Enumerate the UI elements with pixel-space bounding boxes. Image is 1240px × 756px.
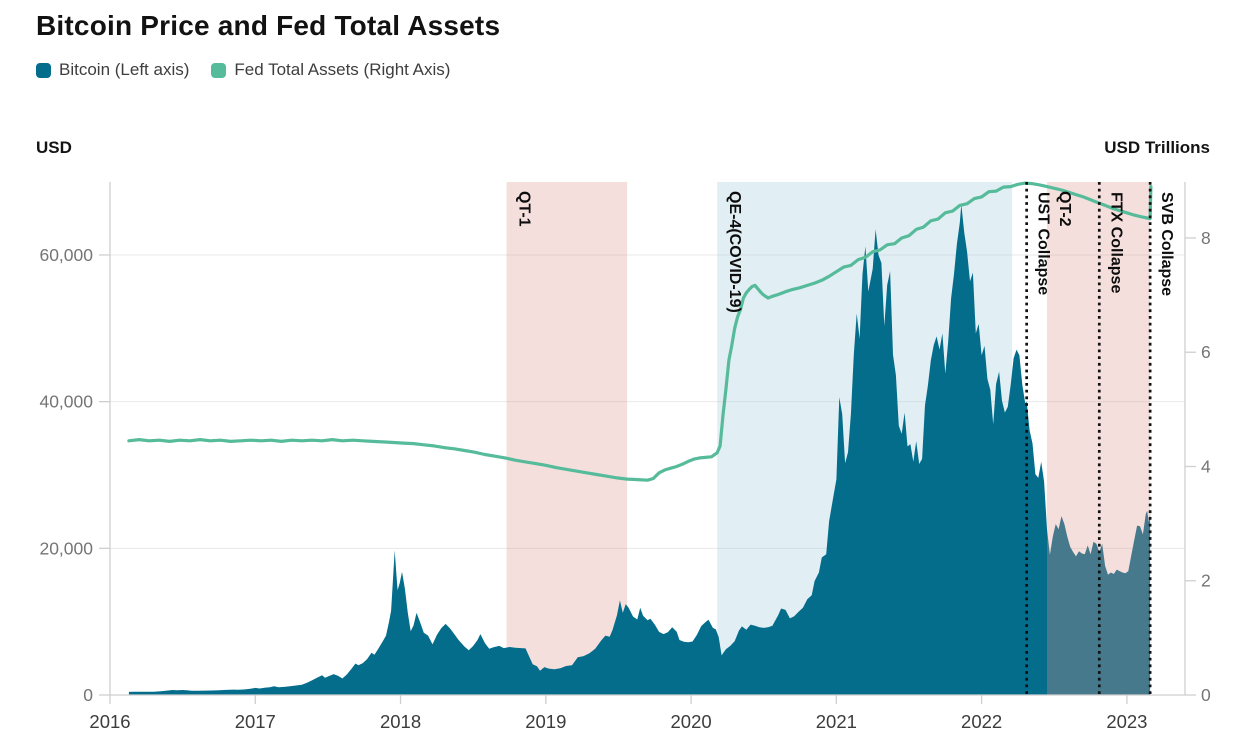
x-axis-tick-label: 2017 [235,711,276,732]
left-axis-tick-label: 60,000 [39,245,93,265]
event-label-svb-collapse: SVB Collapse [1158,192,1175,296]
fed-total-assets-line [127,181,1153,482]
regime-band-qt-1 [506,182,628,695]
x-axis-tick-label: 2023 [1106,711,1147,732]
left-axis-tick-label: 0 [83,685,93,705]
band-label-qt-2: QT-2 [1056,191,1073,227]
fed-assets-legend-swatch-icon [211,62,227,78]
legend-item-fed-assets: Fed Total Assets (Right Axis) [211,60,450,80]
left-axis-tick-label: 40,000 [39,392,93,412]
x-axis-tick-label: 2020 [671,711,712,732]
left-axis-unit-label: USD [36,138,72,157]
legend-label: Bitcoin (Left axis) [59,60,190,79]
x-axis-tick-label: 2019 [525,711,566,732]
bitcoin-price-area [128,204,1151,695]
right-axis-tick-label: 2 [1201,571,1211,591]
bitcoin-legend-swatch-icon [36,62,51,78]
band-label-qt-1: QT-1 [516,191,533,227]
right-axis-tick-label: 8 [1201,228,1211,248]
right-axis-tick-label: 0 [1201,685,1211,705]
legend-item-bitcoin: Bitcoin (Left axis) [36,60,189,80]
event-label-ftx-collapse: FTX Collapse [1107,192,1124,293]
event-label-ust-collapse: UST Collapse [1035,192,1052,295]
x-axis-tick-label: 2021 [816,711,857,732]
left-axis-tick-label: 20,000 [39,538,93,558]
x-axis-tick-label: 2022 [961,711,1002,732]
x-axis-tick-label: 2016 [89,711,130,732]
right-axis-unit-label: USD Trillions [1104,138,1210,157]
x-axis-tick-label: 2018 [380,711,421,732]
chart-title: Bitcoin Price and Fed Total Assets [36,10,501,41]
band-label-qe-4-covid-19-: QE-4(COVID-19) [726,191,743,313]
right-axis-tick-label: 6 [1201,342,1211,362]
right-axis-tick-label: 4 [1201,456,1211,476]
legend: Bitcoin (Left axis) Fed Total Assets (Ri… [36,60,450,80]
legend-label: Fed Total Assets (Right Axis) [234,60,451,79]
